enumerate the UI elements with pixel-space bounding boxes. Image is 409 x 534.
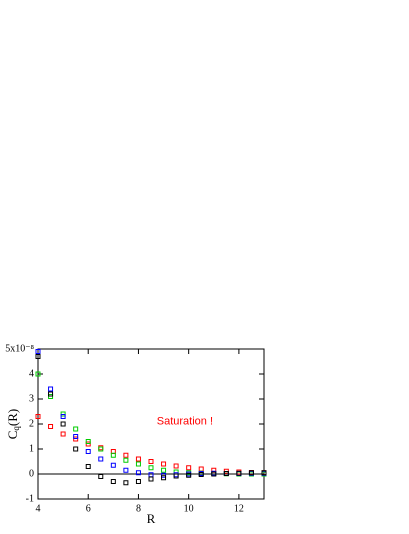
marker bbox=[98, 446, 104, 452]
marker bbox=[123, 480, 129, 486]
y-label-main: C bbox=[5, 431, 20, 440]
y-tick-label: 0 bbox=[29, 468, 34, 479]
y-axis-label: Cq(R) bbox=[5, 409, 21, 440]
marker bbox=[173, 469, 179, 475]
marker bbox=[98, 474, 104, 479]
marker bbox=[60, 414, 66, 419]
marker bbox=[98, 445, 104, 451]
marker bbox=[173, 473, 179, 479]
y-tick-label: 1 bbox=[29, 443, 34, 454]
marker bbox=[60, 431, 66, 437]
annotation: Saturation ! bbox=[157, 415, 213, 427]
x-tick-label: 8 bbox=[136, 503, 141, 514]
y-tick-label: 4 bbox=[29, 368, 34, 379]
marker bbox=[73, 446, 79, 452]
marker bbox=[35, 414, 41, 419]
marker bbox=[161, 461, 167, 467]
marker bbox=[110, 452, 116, 458]
marker bbox=[186, 472, 192, 478]
marker bbox=[148, 459, 154, 464]
marker bbox=[135, 470, 141, 476]
marker bbox=[211, 471, 217, 477]
marker bbox=[110, 479, 116, 484]
marker bbox=[173, 472, 179, 478]
y-label-tail: (R) bbox=[5, 409, 20, 426]
marker bbox=[35, 354, 41, 359]
marker bbox=[135, 456, 141, 462]
marker bbox=[85, 449, 91, 454]
y-tick-label: 2 bbox=[29, 418, 34, 429]
x-tick-label: 10 bbox=[184, 503, 194, 514]
marker bbox=[48, 424, 54, 429]
marker bbox=[236, 470, 242, 476]
marker bbox=[35, 349, 41, 354]
marker bbox=[48, 391, 54, 397]
marker bbox=[98, 456, 104, 462]
y-label-sub: q bbox=[11, 426, 21, 431]
marker bbox=[148, 472, 154, 478]
marker bbox=[48, 386, 54, 392]
marker bbox=[135, 461, 141, 467]
marker bbox=[35, 371, 41, 377]
x-tick-label: 12 bbox=[234, 503, 244, 514]
y-tick-label: 5x10⁻⁸ bbox=[5, 343, 34, 354]
x-tick-label: 4 bbox=[36, 503, 41, 514]
x-tick-label: 6 bbox=[86, 503, 91, 514]
marker bbox=[148, 465, 154, 471]
y-tick-label: 3 bbox=[29, 393, 34, 404]
marker bbox=[223, 471, 229, 476]
marker bbox=[248, 470, 254, 476]
marker bbox=[135, 479, 141, 484]
y-tick-label: -1 bbox=[26, 493, 34, 504]
marker bbox=[161, 467, 167, 473]
x-axis-label: R bbox=[147, 511, 156, 526]
marker bbox=[73, 426, 79, 432]
marker bbox=[198, 472, 204, 477]
marker bbox=[261, 470, 267, 476]
marker bbox=[73, 434, 79, 439]
marker bbox=[161, 475, 167, 481]
marker bbox=[198, 466, 204, 472]
marker bbox=[85, 439, 91, 444]
marker bbox=[110, 462, 116, 468]
marker bbox=[60, 421, 66, 427]
marker bbox=[85, 464, 91, 469]
marker bbox=[123, 467, 129, 473]
marker bbox=[123, 452, 129, 458]
marker bbox=[123, 457, 129, 463]
marker bbox=[173, 463, 179, 469]
marker bbox=[148, 476, 154, 482]
marker bbox=[186, 465, 192, 471]
